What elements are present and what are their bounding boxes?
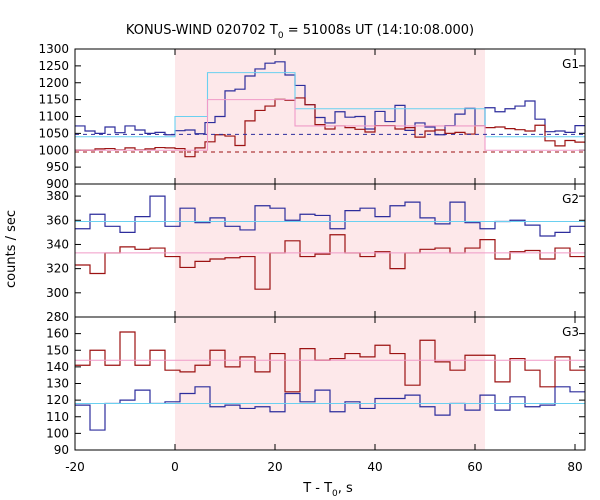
x-axis-label: T - T0, s	[302, 481, 353, 499]
y-tick-label: 360	[46, 213, 69, 227]
y-tick-label: 130	[46, 377, 69, 391]
x-tick-label: -20	[65, 460, 85, 474]
y-axis-label: counts / sec	[4, 210, 19, 288]
title-main: KONUS-WIND 020702 T	[126, 23, 278, 38]
panel-g3: 90 100 110 120 130 140 150 160 G3	[46, 316, 586, 457]
xlabel-main: T - T	[302, 481, 332, 496]
y-tick-label: 110	[46, 410, 69, 424]
y-tick-label: 320	[46, 262, 69, 276]
y-tick-label: 90	[54, 443, 69, 457]
x-tick-label: 0	[171, 460, 179, 474]
panel-label: G1	[562, 57, 579, 71]
model-step-pink	[75, 99, 585, 151]
y-tick-label: 1050	[38, 126, 69, 140]
y-tick-label: 140	[46, 360, 69, 374]
y-tick-label: 1100	[38, 110, 69, 124]
y-tick-label: 100	[46, 426, 69, 440]
y-tick-label: 1300	[38, 42, 69, 56]
x-axis: -20 0 20 40 60 80	[65, 460, 582, 474]
model-step-cyan	[75, 72, 585, 138]
highlight-interval	[175, 317, 485, 450]
panel-g2: 280 300 320 340 360 380 G2	[46, 183, 586, 324]
y-tick-label: 300	[46, 286, 69, 300]
lightcurve-blue	[75, 195, 585, 237]
svg-text:KONUS-WIND 020702 T0 = 51008s: KONUS-WIND 020702 T0 = 51008s UT (14:10:…	[126, 23, 474, 41]
lightcurve-blue	[75, 61, 585, 136]
y-tick-label: 1000	[38, 143, 69, 157]
panel-frame	[74, 316, 586, 451]
y-tick-label: 340	[46, 237, 69, 251]
x-tick-label: 40	[367, 460, 382, 474]
x-tick-label: 80	[567, 460, 582, 474]
y-tick-label: 160	[46, 327, 69, 341]
panel-label: G3	[562, 325, 579, 339]
lightcurve-red	[75, 97, 585, 158]
panel-g1: 900 950 1000 1050 1100 1150 1200 1250 1300 G1	[38, 42, 586, 191]
y-tick-label: 280	[46, 310, 69, 324]
xlabel-rest: , s	[338, 481, 353, 496]
x-tick-label: 60	[467, 460, 482, 474]
xlabel-subscript: 0	[332, 489, 338, 499]
panels-group: 900 950 1000 1050 1100 1150 1200 1250 1300 G1 280 3…	[38, 42, 586, 457]
x-tick-label: 20	[267, 460, 282, 474]
y-tick-label: 120	[46, 393, 69, 407]
title-rest: = 51008s UT (14:10:08.000)	[284, 23, 474, 38]
y-tick-label: 380	[46, 189, 69, 203]
lightcurve-red	[75, 234, 585, 290]
y-tick-label: 900	[46, 177, 69, 191]
chart-title: KONUS-WIND 020702 T0 = 51008s UT (14:10:…	[126, 23, 474, 41]
y-tick-label: 1250	[38, 59, 69, 73]
panel-label: G2	[562, 192, 579, 206]
y-tick-label: 150	[46, 343, 69, 357]
y-tick-label: 1150	[38, 93, 69, 107]
highlight-interval	[175, 49, 485, 184]
y-tick-label: 1200	[38, 76, 69, 90]
y-tick-label: 950	[46, 160, 69, 174]
title-subscript: 0	[278, 31, 284, 41]
